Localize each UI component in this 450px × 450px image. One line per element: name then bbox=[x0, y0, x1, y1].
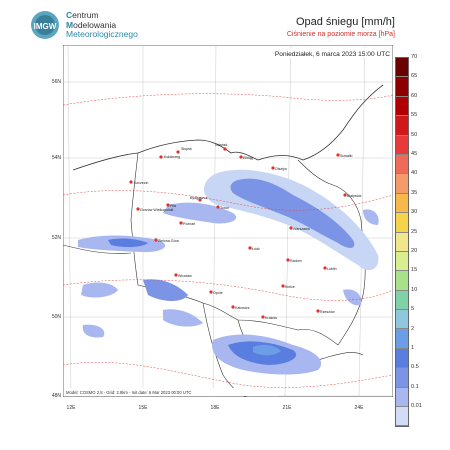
map-subtitle: Ciśnienie na poziomie morza [hPa] bbox=[286, 31, 395, 38]
lat-label-52n: 52N bbox=[51, 235, 61, 241]
colorbar-swatch bbox=[396, 116, 408, 136]
lat-label-56n: 56N bbox=[51, 79, 61, 85]
city-label-torun: Toruń bbox=[220, 206, 229, 210]
colorbar-tick-label: 35 bbox=[411, 189, 418, 196]
lon-label-21e: 21E bbox=[282, 405, 292, 411]
colorbar-tick-label: 60 bbox=[411, 92, 418, 99]
colorbar-swatch bbox=[396, 193, 408, 214]
city-label-radom: Radom bbox=[290, 259, 302, 263]
lat-label-48n: 48N bbox=[51, 393, 61, 399]
lon-label-15e: 15E bbox=[138, 405, 148, 411]
city-label-suwalki: Suwałki bbox=[340, 154, 353, 158]
brand-line-2: odelowania bbox=[73, 19, 117, 30]
colorbar-swatch bbox=[396, 174, 408, 194]
lat-label-50n: 50N bbox=[51, 314, 61, 320]
colorbar-tick-label: 0.5 bbox=[411, 364, 419, 371]
colorbar-tick-label: 45 bbox=[411, 151, 418, 157]
city-label-katowice: Katowice bbox=[235, 306, 250, 310]
colorbar-tick-label: 20 bbox=[411, 248, 418, 254]
brand-line-3: Meteorologicznego bbox=[66, 29, 138, 39]
city-label-kolobrzeg: Kołobrzeg bbox=[164, 155, 180, 159]
colorbar-tick-label: 50 bbox=[411, 131, 418, 138]
city-label-opole: Opole bbox=[213, 291, 223, 295]
colorbar-swatch bbox=[396, 290, 408, 311]
colorbar-tick-label: 30 bbox=[411, 209, 418, 216]
lon-label-12e: 12E bbox=[66, 405, 76, 411]
city-label-szczecin: Szczecin bbox=[134, 181, 148, 185]
colorbar bbox=[395, 57, 409, 428]
colorbar-swatch bbox=[396, 310, 408, 330]
colorbar-swatch bbox=[396, 96, 408, 117]
city-label-krakow: Kraków bbox=[265, 316, 277, 320]
colorbar-tick-label: 1 bbox=[411, 345, 415, 351]
colorbar-swatch bbox=[396, 329, 408, 349]
colorbar-swatch bbox=[396, 368, 408, 388]
city-label-bialystok: Białystok bbox=[347, 194, 362, 198]
colorbar-tick-label: 15 bbox=[411, 267, 418, 274]
city-label-gorzow: Gorzów Wielkopolski bbox=[140, 208, 174, 212]
snow-areas bbox=[78, 169, 379, 375]
colorbar-tick-label: 65 bbox=[411, 73, 418, 80]
colorbar-tick-label: 40 bbox=[411, 170, 418, 177]
colorbar-tick-label: 0.01 bbox=[411, 403, 422, 410]
colorbar-swatch bbox=[396, 213, 408, 233]
city-label-poznan: Poznań bbox=[183, 222, 195, 226]
city-label-zielona-gora: Zielona Góra bbox=[158, 239, 179, 243]
lon-label-24e: 24E bbox=[354, 405, 364, 411]
weather-map: Kołobrzeg Słupsk Gdańsk Olsztyn Suwałki … bbox=[63, 45, 393, 397]
city-label-warszawa: Warszawa bbox=[293, 227, 310, 231]
isobars bbox=[63, 93, 393, 388]
brand-text: Centrum Modelowania Meteorologicznego bbox=[66, 10, 138, 40]
colorbar-swatch bbox=[396, 387, 408, 408]
city-label-bydgoszcz: Bydgoszcz bbox=[190, 196, 208, 200]
brand-cap-2: M bbox=[66, 19, 74, 30]
city-label-kielce: Kielce bbox=[285, 285, 295, 289]
colorbar-swatch bbox=[396, 271, 408, 291]
colorbar-tick-label: 70 bbox=[411, 54, 418, 60]
colorbar-tick-label: 10 bbox=[411, 286, 418, 293]
map-title: Opad śniegu [mm/h] bbox=[295, 16, 395, 28]
city-label-gdansk: Gdańsk bbox=[215, 143, 228, 147]
city-label-rzeszow: Rzeszów bbox=[320, 310, 335, 314]
city-labels: Kołobrzeg Słupsk Gdańsk Olsztyn Suwałki … bbox=[134, 143, 362, 320]
colorbar-tick-label: 25 bbox=[411, 228, 418, 235]
city-label-wroclaw: Wrocław bbox=[178, 274, 192, 278]
model-info: Model: COSMO 2.8 - Grid: 2.8km - Init da… bbox=[66, 390, 191, 395]
colorbar-swatch bbox=[396, 77, 408, 97]
colorbar-swatch bbox=[396, 135, 408, 155]
colorbar-tick-label: 0.1 bbox=[411, 383, 419, 390]
colorbar-swatch bbox=[396, 407, 408, 427]
lon-label-18e: 18E bbox=[210, 405, 220, 411]
colorbar-tick-label: 2 bbox=[411, 325, 415, 332]
city-markers bbox=[129, 147, 347, 319]
brand-line-1: entrum bbox=[72, 10, 99, 20]
city-label-lodz: Łódź bbox=[252, 247, 260, 251]
logo-text: IMGW bbox=[34, 22, 57, 31]
city-label-olsztyn: Olsztyn bbox=[275, 167, 287, 171]
city-label-elblag: Elbląg bbox=[243, 156, 253, 160]
map-datetime: Poniedziałek, 6 marca 2023 15:00 UTC bbox=[275, 51, 390, 58]
colorbar-tick-label: 5 bbox=[411, 306, 415, 313]
brand-cap-1: C bbox=[66, 10, 73, 20]
imgw-logo: IMGW bbox=[31, 11, 59, 39]
city-label-slupsk: Słupsk bbox=[181, 147, 192, 151]
colorbar-tick-label: 55 bbox=[411, 112, 418, 119]
lat-label-54n: 54N bbox=[51, 155, 61, 161]
city-label-pila: Piła bbox=[170, 204, 176, 208]
colorbar-swatch bbox=[396, 154, 408, 175]
colorbar-swatch bbox=[396, 58, 408, 78]
colorbar-swatch bbox=[396, 251, 408, 272]
city-label-lublin: Lublin bbox=[327, 267, 337, 271]
colorbar-swatch bbox=[396, 348, 408, 369]
coastline bbox=[72, 84, 384, 171]
colorbar-swatch bbox=[396, 232, 408, 252]
